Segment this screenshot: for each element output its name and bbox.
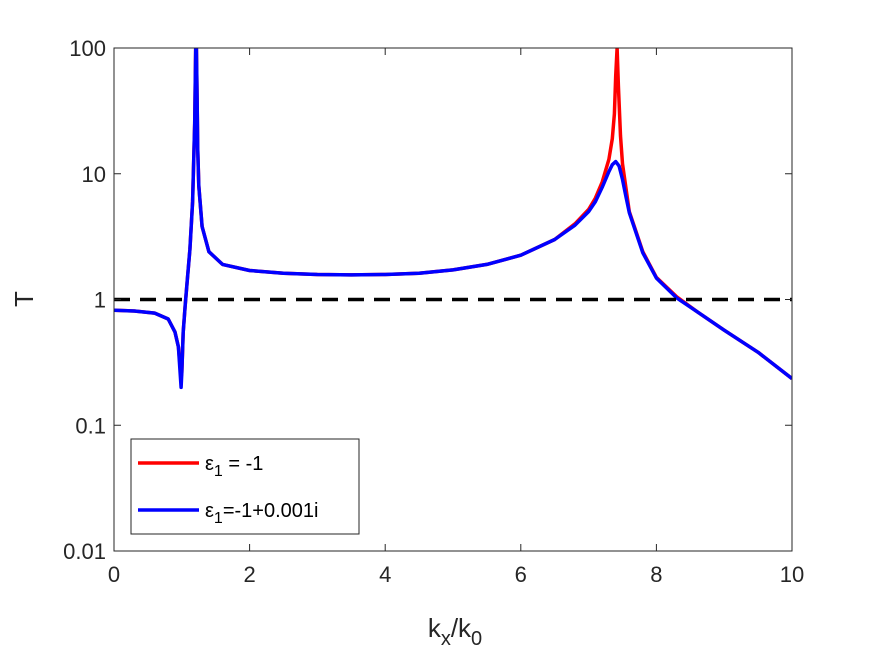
x-axis-label-mid: /k [451, 613, 472, 643]
x-axis-label: kx/k0 [428, 613, 482, 650]
legend-label-blue: ε1=-1+0.001i [205, 500, 318, 527]
x-axis-label-sub1: x [441, 628, 451, 650]
x-tick-label: 2 [243, 562, 255, 587]
legend-blue-sub: 1 [214, 510, 223, 527]
y-tick-label: 1 [94, 288, 106, 313]
y-tick-label: 100 [69, 36, 106, 61]
legend-red-symbol: ε [205, 453, 214, 475]
legend-blue-symbol: ε [205, 500, 214, 522]
y-tick-label: 10 [82, 162, 106, 187]
legend: ε1 = -1 ε1=-1+0.001i [130, 438, 360, 535]
legend-red-sub: 1 [214, 463, 223, 480]
x-axis-label-main: k [428, 613, 442, 643]
x-axis-label-sub2: 0 [471, 628, 482, 650]
series-line-1 [114, 48, 792, 390]
y-axis-label: T [9, 291, 39, 307]
y-tick-label: 0.01 [63, 539, 106, 564]
series-layer [114, 48, 792, 390]
legend-blue-rest: =-1+0.001i [223, 500, 319, 522]
y-tick-label: 0.1 [75, 413, 106, 438]
x-tick-label: 0 [108, 562, 120, 587]
legend-red-rest: = -1 [223, 453, 264, 475]
x-tick-label: 4 [379, 562, 391, 587]
x-tick-label: 10 [780, 562, 804, 587]
tick-layer: 0 2 4 6 8 10 0.01 0.1 1 10 100 [63, 36, 804, 587]
legend-box [130, 438, 360, 535]
legend-label-red: ε1 = -1 [205, 453, 263, 480]
x-tick-label: 6 [515, 562, 527, 587]
x-tick-label: 8 [650, 562, 662, 587]
